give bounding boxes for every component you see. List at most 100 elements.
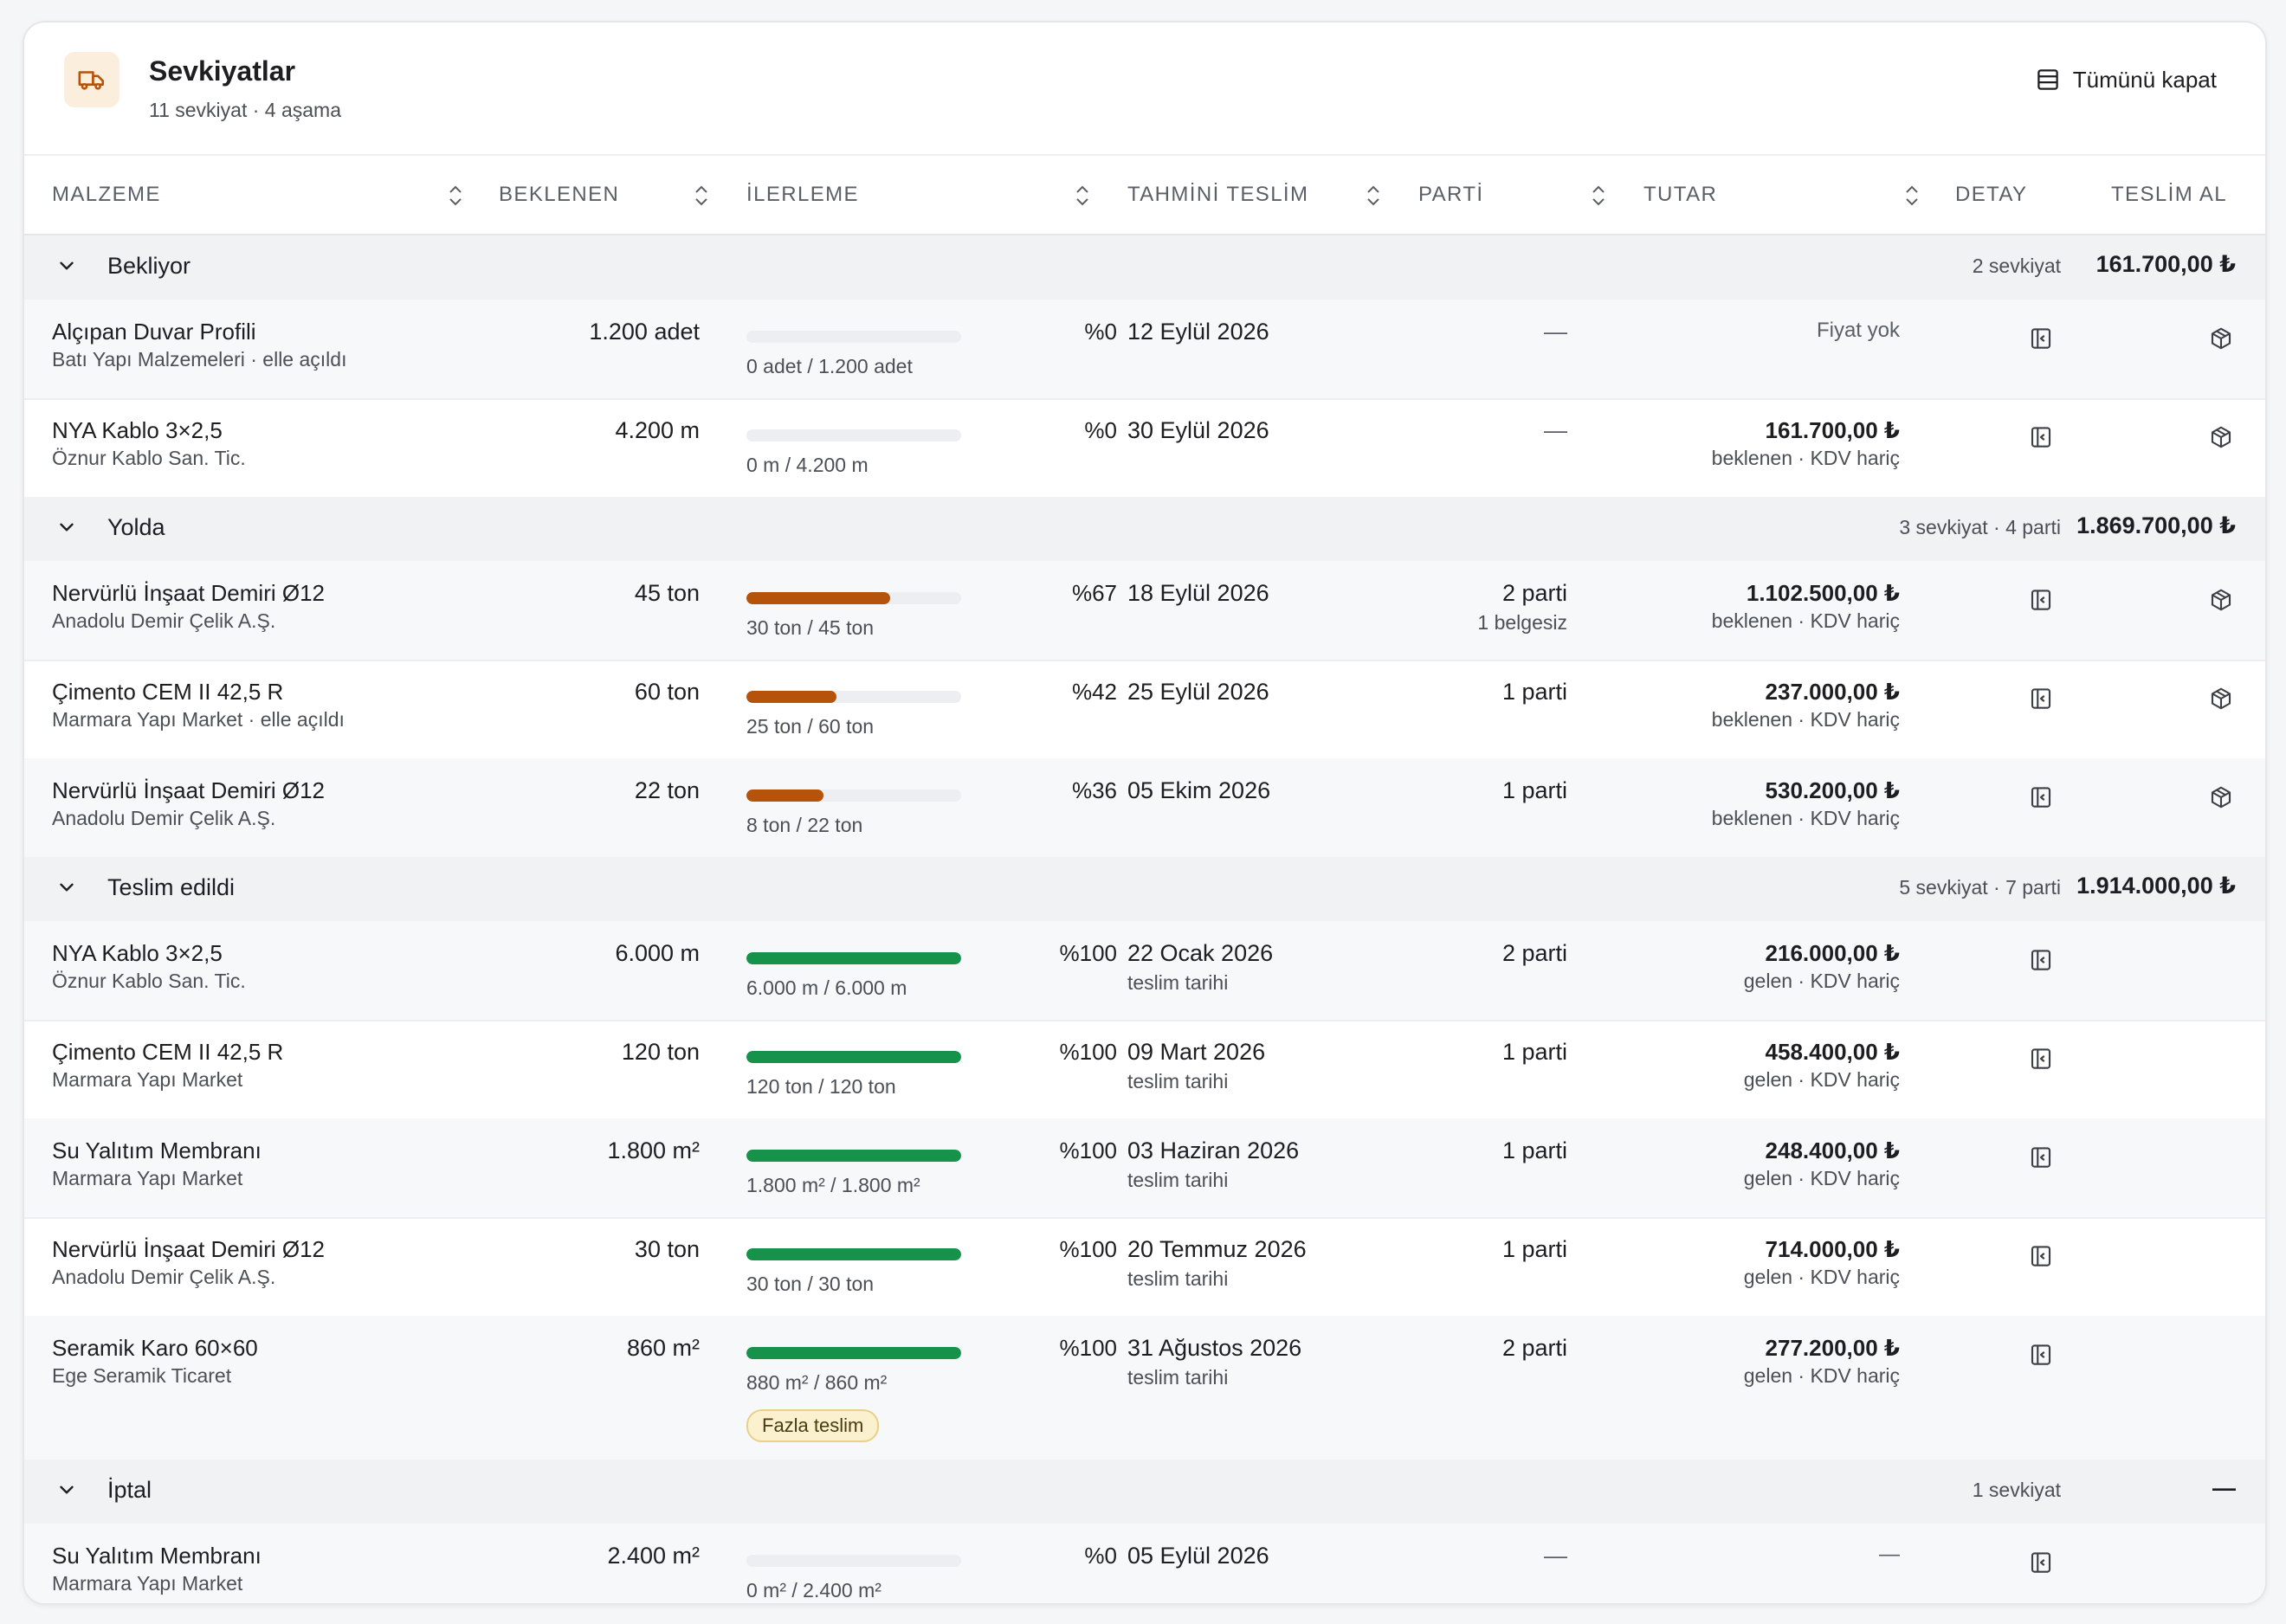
- expected-quantity: 2.400 m²: [607, 1543, 700, 1569]
- supplier-name: Marmara Yapı Market: [52, 1167, 243, 1189]
- group-header[interactable]: Teslim edildi 5 sevkiyat · 7 parti 1.914.0…: [24, 857, 2265, 922]
- progress-fill: [746, 789, 824, 802]
- amount-note: beklenen · KDV hariç: [1711, 708, 1900, 731]
- progress-fill: [746, 1051, 961, 1063]
- detail-panel-icon[interactable]: [2028, 424, 2054, 450]
- amount: Fiyat yok: [1816, 319, 1900, 342]
- material-name: Su Yalıtım Membranı: [52, 1543, 262, 1569]
- progress-bar: [746, 592, 961, 604]
- batch-count: 2 parti: [1501, 940, 1567, 966]
- page-subtitle: 11 sevkiyat · 4 aşama: [149, 99, 342, 121]
- sort-icon[interactable]: [1365, 184, 1382, 208]
- expected-quantity: 860 m²: [626, 1335, 700, 1361]
- batch-count: —: [1544, 319, 1567, 345]
- progress-bar: [746, 331, 961, 343]
- receive-package-icon[interactable]: [2208, 686, 2234, 712]
- progress-quantity: 0 m² / 2.400 m²: [746, 1579, 881, 1601]
- detail-panel-icon[interactable]: [2028, 325, 2054, 351]
- sort-icon[interactable]: [1074, 184, 1091, 208]
- progress-quantity: 25 ton / 60 ton: [746, 715, 875, 738]
- eta-date: 09 Mart 2026: [1127, 1039, 1266, 1065]
- material-name: Çimento CEM II 42,5 R: [52, 679, 284, 705]
- col-expected[interactable]: BEKLENEN: [499, 183, 620, 206]
- col-amount[interactable]: TUTAR: [1643, 183, 1718, 206]
- table-icon: [2037, 69, 2058, 90]
- group-total: 1.869.700,00 ₺: [2076, 512, 2236, 538]
- group-total: 1.914.000,00 ₺: [2076, 873, 2236, 899]
- table-row[interactable]: Nervürlü İnşaat Demiri Ø12 Anadolu Demir …: [24, 1217, 2265, 1318]
- material-name: Çimento CEM II 42,5 R: [52, 1039, 284, 1065]
- table-row[interactable]: Su Yalıtım Membranı Marmara Yapı Market 2.…: [24, 1524, 2265, 1603]
- table-row[interactable]: Su Yalıtım Membranı Marmara Yapı Market 1.…: [24, 1118, 2265, 1219]
- chevron-down-icon[interactable]: [55, 516, 78, 538]
- progress-quantity: 880 m² / 860 m²: [746, 1371, 888, 1394]
- detail-panel-icon[interactable]: [2028, 1550, 2054, 1576]
- expected-quantity: 30 ton: [634, 1236, 700, 1262]
- progress-percent: %36: [1071, 777, 1117, 803]
- eta-date: 25 Eylül 2026: [1127, 679, 1269, 705]
- table-row[interactable]: Çimento CEM II 42,5 R Marmara Yapı Market…: [24, 1020, 2265, 1120]
- col-material[interactable]: MALZEME: [52, 183, 161, 206]
- eta-date: 12 Eylül 2026: [1127, 319, 1269, 345]
- batch-count: 1 parti: [1501, 1137, 1567, 1163]
- expected-quantity: 1.800 m²: [607, 1137, 700, 1163]
- batch-count: 2 parti: [1501, 580, 1567, 606]
- group-header[interactable]: İptal 1 sevkiyat —: [24, 1460, 2265, 1524]
- detail-panel-icon[interactable]: [2028, 1342, 2054, 1368]
- sort-icon[interactable]: [693, 184, 710, 208]
- table-row[interactable]: Nervürlü İnşaat Demiri Ø12 Anadolu Demir …: [24, 758, 2265, 859]
- table-row[interactable]: Çimento CEM II 42,5 R Marmara Yapı Market…: [24, 660, 2265, 760]
- group-title: İptal: [107, 1477, 152, 1503]
- eta-date: 05 Ekim 2026: [1127, 777, 1271, 803]
- expected-quantity: 60 ton: [634, 679, 700, 705]
- col-batch[interactable]: PARTİ: [1418, 183, 1484, 206]
- detail-panel-icon[interactable]: [2028, 1243, 2054, 1269]
- eta-date: 22 Ocak 2026: [1127, 940, 1274, 966]
- sort-icon[interactable]: [447, 184, 464, 208]
- eta-date-note: teslim tarihi: [1127, 1366, 1229, 1389]
- receive-package-icon[interactable]: [2208, 587, 2234, 613]
- truck-icon: [64, 52, 119, 107]
- supplier-name: Anadolu Demir Çelik A.Ş.: [52, 807, 276, 829]
- progress-quantity: 120 ton / 120 ton: [746, 1075, 896, 1098]
- detail-panel-icon[interactable]: [2028, 587, 2054, 613]
- group-meta: 3 sevkiyat · 4 parti: [1899, 516, 2061, 538]
- detail-panel-icon[interactable]: [2028, 1046, 2054, 1072]
- sort-icon[interactable]: [1903, 184, 1921, 208]
- col-receive: TESLİM AL: [2111, 183, 2227, 206]
- receive-package-icon[interactable]: [2208, 424, 2234, 450]
- progress-bar: [746, 1248, 961, 1260]
- chevron-down-icon[interactable]: [55, 876, 78, 899]
- receive-package-icon[interactable]: [2208, 784, 2234, 810]
- collapse-all-button[interactable]: Tümünü kapat: [2035, 61, 2217, 99]
- detail-panel-icon[interactable]: [2028, 1144, 2054, 1170]
- table-row[interactable]: NYA Kablo 3×2,5 Öznur Kablo San. Tic. 4.20…: [24, 398, 2265, 499]
- progress-bar: [746, 429, 961, 441]
- chevron-down-icon[interactable]: [55, 1479, 78, 1501]
- detail-panel-icon[interactable]: [2028, 947, 2054, 973]
- table-row[interactable]: Nervürlü İnşaat Demiri Ø12 Anadolu Demir …: [24, 561, 2265, 661]
- table-row[interactable]: NYA Kablo 3×2,5 Öznur Kablo San. Tic. 6.00…: [24, 921, 2265, 1021]
- progress-percent: %67: [1071, 580, 1117, 606]
- sort-icon[interactable]: [1590, 184, 1607, 208]
- group-total: 161.700,00 ₺: [2096, 251, 2236, 277]
- col-eta[interactable]: TAHMİNİ TESLİM: [1127, 183, 1309, 206]
- detail-panel-icon[interactable]: [2028, 784, 2054, 810]
- amount: 237.000,00 ₺: [1765, 679, 1900, 705]
- col-progress[interactable]: İLERLEME: [746, 183, 859, 206]
- table-row[interactable]: Seramik Karo 60×60 Ege Seramik Ticaret 860…: [24, 1316, 2265, 1461]
- material-name: Alçıpan Duvar Profili: [52, 319, 256, 345]
- progress-quantity: 30 ton / 45 ton: [746, 616, 875, 639]
- group-header[interactable]: Bekliyor 2 sevkiyat 161.700,00 ₺: [24, 235, 2265, 300]
- detail-panel-icon[interactable]: [2028, 686, 2054, 712]
- progress-quantity: 6.000 m / 6.000 m: [746, 976, 907, 999]
- table-row[interactable]: Alçıpan Duvar Profili Batı Yapı Malzemele…: [24, 300, 2265, 400]
- group-meta: 1 sevkiyat: [1972, 1479, 2061, 1501]
- progress-percent: %0: [1084, 1543, 1117, 1569]
- group-header[interactable]: Yolda 3 sevkiyat · 4 parti 1.869.700,00 ₺: [24, 497, 2265, 562]
- progress-bar: [746, 789, 961, 802]
- eta-date: 31 Ağustos 2026: [1127, 1335, 1302, 1361]
- progress-quantity: 0 m / 4.200 m: [746, 454, 869, 476]
- receive-package-icon[interactable]: [2208, 325, 2234, 351]
- chevron-down-icon[interactable]: [55, 255, 78, 277]
